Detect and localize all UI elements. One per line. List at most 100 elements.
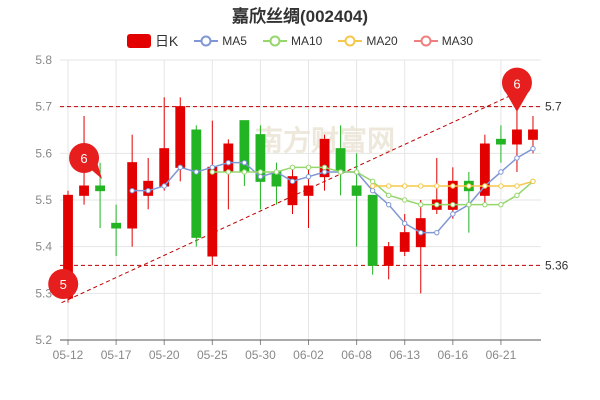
ma-point (305, 164, 312, 171)
y-tick-label: 5.2 (35, 333, 52, 347)
candle-body (79, 185, 89, 196)
ma-point (241, 169, 248, 175)
candle-body (447, 180, 458, 210)
x-tick-label: 05-30 (245, 348, 276, 362)
marker-label: 6 (513, 76, 520, 91)
ma-point (418, 201, 424, 208)
candle-body (479, 143, 490, 196)
candle-body (351, 185, 362, 196)
ma-point (514, 155, 520, 161)
ma-point (418, 183, 424, 189)
ma-point (466, 201, 472, 208)
ma-point (402, 183, 408, 189)
candle-body (528, 129, 538, 140)
ma-point (369, 183, 376, 189)
ma-point (129, 187, 135, 194)
ma-point (289, 178, 296, 185)
line-swatch-icon (262, 35, 287, 47)
x-tick-label: 06-13 (389, 348, 420, 362)
ma-point (321, 169, 328, 175)
line-swatch-icon (338, 35, 363, 47)
ma-point (209, 164, 216, 171)
ma-point (385, 183, 392, 189)
ma-point (145, 187, 151, 194)
ma-point (434, 229, 440, 236)
legend-label: MA30 (441, 34, 474, 48)
ma-point (466, 183, 472, 189)
candle-body (335, 148, 346, 173)
ma-point (385, 201, 392, 208)
legend-label: MA10 (290, 34, 323, 48)
ma-point (514, 183, 520, 189)
marker-label: 5 (60, 277, 67, 292)
x-tick-label: 06-16 (437, 348, 468, 362)
chart-title: 嘉欣丝绸(002404) (231, 7, 369, 26)
ma-point (434, 201, 440, 208)
legend-label: MA20 (366, 34, 398, 48)
ma-point (402, 220, 408, 227)
line-swatch-icon (194, 35, 219, 47)
legend-item-ma10[interactable]: MA10 (262, 34, 323, 48)
ma-point (385, 192, 392, 199)
candle-body (175, 106, 186, 168)
candle-body (191, 129, 202, 238)
ma-point (209, 169, 216, 175)
ma-point (450, 183, 456, 189)
line-swatch-icon (413, 35, 438, 47)
ma-point (161, 183, 167, 189)
x-tick-label: 05-17 (101, 348, 132, 362)
marker-label: 6 (80, 151, 87, 166)
ma-point (193, 169, 199, 175)
ma-point (225, 159, 232, 166)
marker-pin (501, 67, 532, 112)
ma-point (482, 201, 488, 208)
x-tick-label: 06-21 (486, 348, 517, 362)
candle-body (496, 138, 506, 145)
marker-pin (69, 143, 100, 173)
candle-body (319, 138, 330, 178)
ma-point (177, 164, 183, 171)
ma-point (450, 211, 456, 217)
ma-point (257, 173, 264, 180)
candle-body (95, 185, 105, 192)
ma-point (369, 187, 376, 194)
y-tick-label: 5.6 (35, 146, 52, 160)
x-tick-label: 05-25 (197, 348, 228, 362)
y-tick-label: 5.7 (35, 100, 52, 114)
y-tick-label: 5.3 (35, 286, 52, 300)
ma-line-ma5 (132, 148, 534, 234)
y-tick-label: 5.5 (35, 193, 52, 207)
candle-body (127, 162, 138, 229)
legend-label: 日K (154, 33, 179, 49)
marker-pin (48, 269, 79, 299)
legend-item-ma20[interactable]: MA20 (338, 34, 398, 48)
candle-swatch-icon (126, 34, 151, 48)
x-tick-label: 05-12 (53, 348, 84, 362)
candle-body (159, 148, 170, 187)
ma-point (369, 178, 376, 185)
legend-label: MA5 (222, 34, 247, 48)
legend-item-ma5[interactable]: MA5 (194, 34, 247, 48)
ma-point (530, 178, 536, 185)
legend: 日K MA5 MA10 MA20 MA30 (0, 32, 600, 50)
candle-body (287, 176, 298, 206)
candle-body (367, 194, 378, 266)
ma-point (337, 169, 344, 175)
candle-body (207, 166, 218, 257)
ma-point (498, 201, 504, 208)
ma-point (305, 173, 312, 180)
candle-body (383, 246, 394, 266)
ma-point (321, 164, 328, 171)
candle-body (111, 222, 122, 229)
ma-point (514, 192, 520, 199)
reference-line-label: 5.36 (545, 258, 569, 272)
ma-point (482, 183, 488, 189)
ma-point (498, 169, 504, 175)
candle-body (512, 129, 522, 145)
legend-item-ma30[interactable]: MA30 (413, 34, 474, 48)
legend-item-candle[interactable]: 日K (126, 31, 179, 51)
ma-point (402, 197, 408, 203)
candle-body (399, 232, 410, 252)
candle-body (255, 134, 266, 182)
